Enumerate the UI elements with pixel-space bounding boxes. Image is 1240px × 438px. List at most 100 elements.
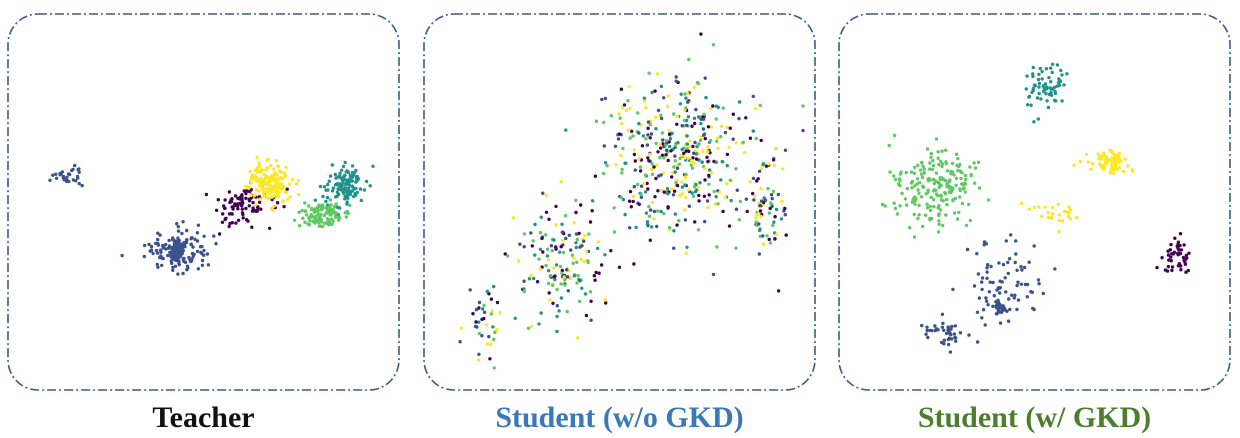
scatter-point (1032, 83, 1037, 87)
scatter-point (590, 209, 594, 213)
scatter-point (718, 190, 722, 195)
scatter-point (704, 95, 708, 100)
scatter-point (264, 187, 268, 191)
scatter-point (603, 161, 608, 165)
scatter-point (626, 128, 630, 132)
scatter-point (247, 199, 252, 203)
scatter-point (703, 219, 707, 224)
scatter-point (688, 139, 692, 143)
scatter-point (199, 250, 203, 255)
scatter-point (489, 342, 493, 346)
scatter-point (1177, 248, 1181, 252)
scatter-point (1031, 74, 1035, 79)
scatter-point (602, 120, 606, 125)
cluster-6 (920, 312, 971, 354)
scatter-point (725, 181, 729, 186)
scatter-point (577, 299, 582, 304)
scatter-point (954, 339, 958, 343)
scatter-point (937, 182, 942, 186)
scatter-point (998, 285, 1002, 290)
scatter-point (185, 228, 189, 233)
scatter-point (672, 112, 676, 116)
scatter-point (565, 309, 569, 314)
scatter-point (248, 169, 252, 173)
scatter-point (1041, 291, 1045, 296)
scatter-point (703, 166, 707, 171)
scatter-point (308, 215, 312, 219)
scatter-point (1036, 77, 1041, 82)
scatter-point (234, 221, 238, 225)
scatter-point (684, 106, 688, 110)
scatter-point (559, 245, 563, 249)
scatter-point (181, 271, 185, 276)
scatter-point (1125, 164, 1130, 168)
scatter-point (284, 165, 288, 169)
scatter-point (632, 185, 636, 189)
scatter-point (929, 155, 933, 159)
scatter-point (562, 275, 566, 279)
scatter-point (155, 262, 159, 267)
scatter-point (1049, 216, 1054, 221)
scatter-point (1187, 251, 1191, 255)
scatter-point (783, 206, 787, 211)
scatter-point (952, 332, 957, 336)
scatter-point (1117, 165, 1122, 170)
scatter-point (701, 149, 705, 154)
scatter-point (997, 310, 1001, 314)
scatter-point (880, 202, 885, 207)
scatter-point (489, 297, 494, 301)
scatter-point (1173, 236, 1177, 240)
scatter-point (544, 233, 548, 237)
scatter-point (684, 251, 688, 255)
scatter-point (268, 184, 272, 188)
scatter-point (246, 219, 250, 223)
scatter-point (230, 221, 234, 225)
scatter-point (952, 211, 957, 215)
scatter-point (754, 220, 758, 224)
scatter-point (709, 107, 713, 111)
scatter-point (1057, 213, 1061, 217)
scatter-point (976, 160, 981, 164)
scatter-point (943, 192, 948, 196)
scatter-point (899, 170, 903, 174)
scatter-point (491, 325, 495, 329)
scatter-point (239, 203, 244, 208)
scatter-point (1006, 319, 1011, 323)
scatter-point (680, 185, 685, 189)
scatter-point (686, 100, 690, 104)
scatter-point (559, 180, 563, 184)
scatter-point (716, 202, 720, 206)
scatter-point (776, 192, 781, 197)
scatter-point (265, 176, 269, 180)
scatter-point (1183, 257, 1188, 261)
scatter-point (343, 211, 347, 215)
scatter-point (698, 181, 702, 185)
scatter-point (617, 265, 622, 269)
scatter-point (266, 196, 271, 201)
scatter-point (1097, 162, 1102, 166)
scatter-point (975, 340, 980, 344)
scatter-point (631, 199, 635, 204)
scatter-point (547, 291, 551, 295)
scatter-point (639, 184, 644, 188)
scatter-point (572, 221, 576, 225)
scatter-point (757, 252, 761, 256)
scatter-point (953, 324, 957, 328)
scatter-point (893, 206, 898, 211)
scatter-point (269, 164, 273, 168)
scatter-point (637, 131, 641, 135)
scatter-point (987, 198, 991, 202)
scatter-point (338, 171, 342, 175)
scatter-point (967, 202, 971, 207)
scatter-point (346, 178, 350, 183)
scatter-point (960, 171, 964, 175)
scatter-point (156, 231, 160, 235)
cluster-7 (994, 298, 1009, 316)
scatter-point (337, 187, 341, 191)
scatter-point (659, 209, 663, 214)
scatter-point (892, 133, 897, 138)
scatter-point (176, 238, 180, 243)
scatter-point (326, 182, 330, 187)
scatter-point (975, 252, 979, 256)
scatter-point (985, 299, 989, 303)
